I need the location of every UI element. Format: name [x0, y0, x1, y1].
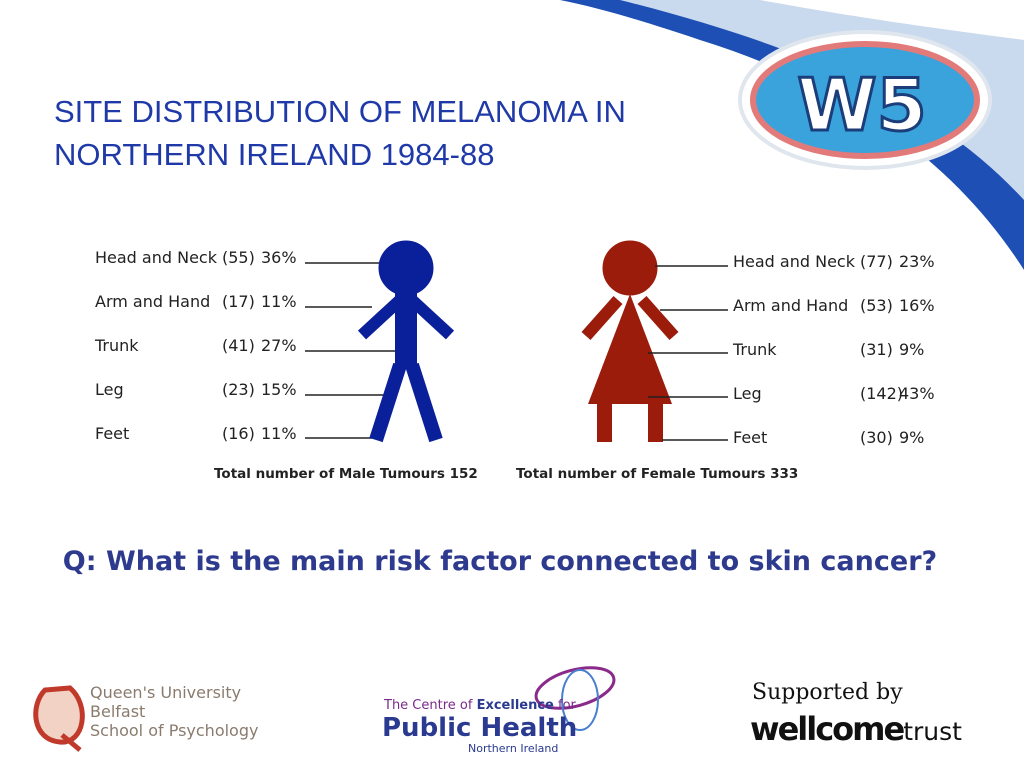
centre-line3: Northern Ireland — [468, 742, 559, 755]
centre-line2: Public Health — [382, 713, 578, 743]
queens-line: Belfast — [90, 702, 146, 721]
male-site: Trunk — [95, 336, 139, 355]
male-total: Total number of Male Tumours 152 — [214, 466, 478, 482]
text: wellcome — [750, 710, 905, 748]
female-site: Head and Neck — [733, 252, 855, 271]
female-site: Leg — [733, 384, 762, 403]
queens-line: School of Psychology — [90, 721, 259, 740]
female-site: Trunk — [733, 340, 777, 359]
female-count: (30) — [860, 428, 893, 447]
female-count: (142) — [860, 384, 904, 403]
queens-crest-tail — [60, 733, 82, 752]
w5-logo-oval — [750, 41, 980, 159]
male-site: Leg — [95, 380, 124, 399]
female-leader-lines — [648, 265, 728, 441]
female-count: (53) — [860, 296, 893, 315]
centre-logo-swirl — [534, 666, 616, 710]
male-percent: 27% — [261, 336, 297, 355]
text: The Centre of — [384, 698, 477, 713]
centre-logo-swirl-2 — [561, 669, 599, 731]
male-percent: 11% — [261, 292, 297, 311]
female-percent: 9% — [899, 428, 925, 447]
female-percent: 43% — [899, 384, 935, 403]
supported-by: Supported by — [752, 680, 903, 705]
male-site: Head and Neck — [95, 248, 217, 267]
female-total: Total number of Female Tumours 333 — [516, 466, 799, 482]
question: Q: What is the main risk factor connecte… — [62, 546, 938, 577]
title-line: NORTHERN IRELAND 1984-88 — [54, 137, 495, 172]
centre-line1: The Centre of Excellence for — [384, 698, 576, 713]
male-count: (23) — [222, 380, 255, 399]
female-figure — [581, 240, 679, 442]
male-site: Feet — [95, 424, 130, 443]
male-figure — [357, 240, 455, 443]
female-count: (77) — [860, 252, 893, 271]
text: for — [553, 698, 576, 713]
male-count: (41) — [222, 336, 255, 355]
female-site: Feet — [733, 428, 768, 447]
female-percent: 23% — [899, 252, 935, 271]
male-count: (17) — [222, 292, 255, 311]
male-count: (55) — [222, 248, 255, 267]
male-count: (16) — [222, 424, 255, 443]
female-site: Arm and Hand — [733, 296, 849, 315]
female-count: (31) — [860, 340, 893, 359]
text: trust — [903, 717, 962, 746]
text: Excellence — [476, 698, 554, 713]
male-leader-lines — [305, 262, 395, 439]
corner-swoosh-white — [760, 0, 1024, 40]
queens-line: Queen's University — [90, 683, 242, 702]
male-percent: 36% — [261, 248, 297, 267]
queens-crest — [33, 685, 85, 745]
wellcome-word: wellcometrust — [750, 710, 962, 748]
queens-logo: Queen's University Belfast School of Psy… — [90, 683, 258, 740]
male-site: Arm and Hand — [95, 292, 211, 311]
w5-logo-text: W5 — [797, 63, 927, 147]
male-percent: 11% — [261, 424, 297, 443]
female-percent: 16% — [899, 296, 935, 315]
title-line: SITE DISTRIBUTION OF MELANOMA IN — [54, 94, 626, 129]
female-percent: 9% — [899, 340, 925, 359]
male-percent: 15% — [261, 380, 297, 399]
